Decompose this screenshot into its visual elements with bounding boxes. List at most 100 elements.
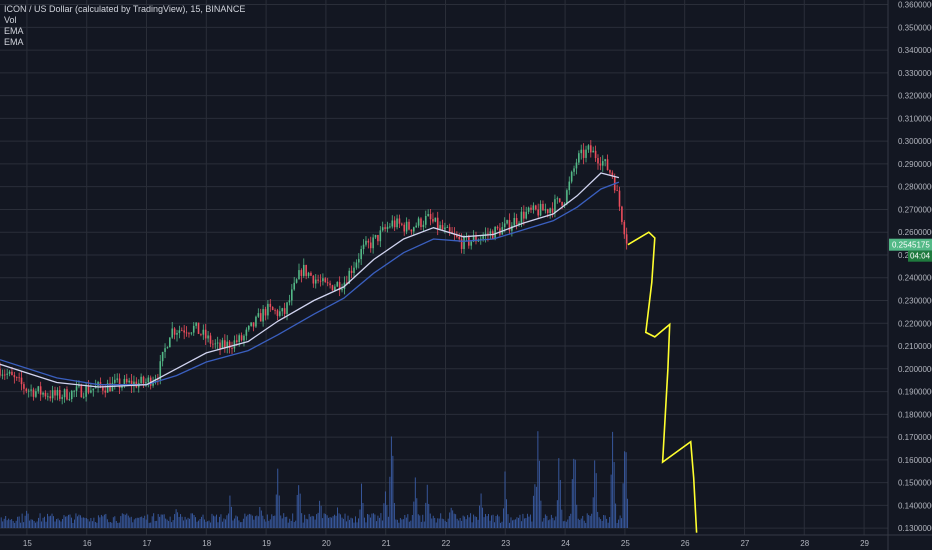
candle-body xyxy=(341,288,343,291)
candle-body xyxy=(381,227,384,231)
candle-body xyxy=(11,371,13,376)
candle-body xyxy=(286,302,288,314)
candle-body xyxy=(233,340,236,349)
candle-body xyxy=(348,270,351,284)
candle-body xyxy=(525,211,528,219)
candle-body xyxy=(590,145,592,153)
candle-body xyxy=(300,270,303,276)
candle-body xyxy=(80,385,83,398)
date-tick-label: 20 xyxy=(322,539,331,548)
candle-body xyxy=(279,311,281,316)
candle-body xyxy=(580,149,583,154)
candle-body xyxy=(147,377,150,383)
candle-body xyxy=(68,399,71,400)
candle-body xyxy=(56,389,59,396)
candle-body xyxy=(243,335,245,341)
candle-body xyxy=(427,213,429,216)
candle-body xyxy=(276,310,279,316)
candle-body xyxy=(114,379,116,383)
candle-body xyxy=(317,279,319,281)
candle-body xyxy=(8,371,11,374)
date-tick-label: 23 xyxy=(501,539,510,548)
candle-body xyxy=(609,169,611,173)
candle-body xyxy=(109,383,111,392)
candle-body xyxy=(537,209,539,216)
drawn-projection-line[interactable] xyxy=(627,231,698,533)
candle-body xyxy=(362,244,365,250)
candle-body xyxy=(549,208,551,214)
candle-body xyxy=(530,207,532,210)
date-tick-label: 24 xyxy=(561,539,570,548)
candle-body xyxy=(336,282,339,287)
candle-body xyxy=(47,396,49,398)
last-price-tag xyxy=(889,238,932,251)
candle-body xyxy=(164,348,166,352)
candle-body xyxy=(456,235,458,237)
candle-body xyxy=(298,270,300,280)
symbol-title[interactable]: ICON / US Dollar (calculated by TradingV… xyxy=(4,4,246,14)
candle-body xyxy=(15,377,18,379)
candle-body xyxy=(460,239,463,249)
time-axis[interactable]: 15 16 17 18 19 20 21 22 23 24 25 26 27 28 29 xyxy=(0,534,932,548)
candle-body xyxy=(61,397,63,399)
date-tick-label: 18 xyxy=(202,539,211,548)
candle-body xyxy=(125,378,128,383)
candle-body xyxy=(391,220,394,227)
candle-body xyxy=(556,198,559,200)
candle-body xyxy=(3,374,6,376)
candle-body xyxy=(142,376,145,384)
candle-body xyxy=(367,240,370,243)
candle-body xyxy=(573,168,575,172)
candle-body xyxy=(274,309,276,311)
candle-body xyxy=(204,329,207,339)
candle-body xyxy=(365,240,367,245)
candle-body xyxy=(6,373,8,375)
candle-body xyxy=(623,221,626,235)
candle-body xyxy=(355,262,358,268)
candle-body xyxy=(161,351,164,362)
candle-body xyxy=(293,282,296,290)
candle-body xyxy=(594,150,597,159)
candle-body xyxy=(310,272,312,276)
candle-body xyxy=(482,236,484,239)
candle-body xyxy=(413,227,415,232)
price-tick-label: 0.1300000 xyxy=(898,524,932,533)
indicator-ema-1[interactable]: EMA xyxy=(4,26,24,36)
indicator-vol[interactable]: Vol xyxy=(4,15,17,25)
candle-body xyxy=(221,340,224,349)
candle-body xyxy=(334,286,336,291)
candle-body xyxy=(422,224,425,228)
candle-body xyxy=(51,390,54,399)
candle-body xyxy=(123,378,126,386)
indicator-ema-2[interactable]: EMA xyxy=(4,37,24,47)
candle-body xyxy=(470,241,473,246)
last-price-tags: 0.2545175 04:04 xyxy=(889,238,932,262)
candle-body xyxy=(176,332,178,335)
candle-body xyxy=(350,270,353,273)
candle-body xyxy=(307,272,310,276)
candle-body xyxy=(87,386,90,393)
candle-body xyxy=(13,375,16,378)
candle-body xyxy=(357,259,360,263)
candle-body xyxy=(570,171,573,182)
candle-body xyxy=(511,225,513,231)
candle-body xyxy=(173,328,176,335)
candle-body xyxy=(42,392,44,395)
candle-body xyxy=(331,285,334,291)
candle-body xyxy=(369,242,372,249)
candle-body xyxy=(195,322,197,326)
date-tick-label: 16 xyxy=(83,539,92,548)
candle-body xyxy=(238,335,240,343)
candle-body xyxy=(518,222,520,225)
